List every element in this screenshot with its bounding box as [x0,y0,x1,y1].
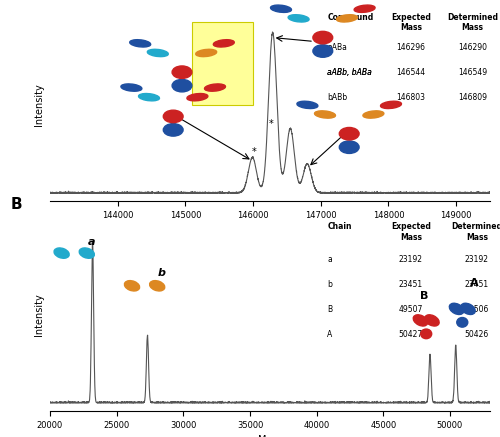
Ellipse shape [214,40,234,47]
Y-axis label: Intensity: Intensity [34,83,44,126]
Text: 23451: 23451 [464,280,489,289]
Ellipse shape [380,101,402,108]
Text: 146549: 146549 [458,68,487,77]
Text: 50427: 50427 [398,330,423,339]
Y-axis label: Intensity: Intensity [34,293,44,336]
Ellipse shape [79,248,94,258]
Ellipse shape [164,110,183,123]
Text: B: B [327,305,332,314]
Ellipse shape [314,111,336,118]
Ellipse shape [150,281,165,291]
Text: a: a [88,237,95,247]
Ellipse shape [354,5,375,12]
Text: 23192: 23192 [465,255,489,264]
Text: 146803: 146803 [396,94,426,102]
X-axis label: Mass: Mass [258,435,282,437]
Text: 146290: 146290 [458,43,487,52]
Text: A: A [470,278,479,288]
Text: aABb, bABa: aABb, bABa [327,68,372,77]
Ellipse shape [196,49,216,57]
Text: *: * [252,147,256,157]
Ellipse shape [148,49,169,57]
Text: Compound: Compound [327,13,374,21]
Text: 50426: 50426 [464,330,489,339]
Ellipse shape [457,318,468,327]
Ellipse shape [164,124,183,136]
Ellipse shape [313,45,332,57]
Ellipse shape [288,15,309,22]
X-axis label: Mass: Mass [258,225,282,235]
Text: Expected
Mass: Expected Mass [391,13,430,32]
Ellipse shape [138,94,160,101]
Text: bABb: bABb [327,94,347,102]
Ellipse shape [204,84,226,91]
Text: Determined
Mass: Determined Mass [447,13,498,32]
Ellipse shape [187,94,208,101]
Text: 23451: 23451 [398,280,423,289]
Text: A: A [327,330,332,339]
Text: b: b [158,268,166,278]
Text: B: B [420,291,428,301]
Text: Determined
Mass: Determined Mass [452,222,500,242]
Ellipse shape [54,248,69,258]
Text: b: b [327,280,332,289]
Ellipse shape [336,15,357,22]
Ellipse shape [270,5,291,12]
Text: Expected
Mass: Expected Mass [391,222,430,242]
Text: A: A [10,0,22,2]
Ellipse shape [340,141,359,153]
Ellipse shape [124,281,140,291]
Text: Chain: Chain [327,222,351,231]
Text: B: B [10,197,22,212]
Ellipse shape [172,66,192,79]
Ellipse shape [413,315,428,326]
Ellipse shape [340,128,359,140]
Ellipse shape [297,101,318,108]
Ellipse shape [424,315,439,326]
Ellipse shape [130,40,150,47]
Text: 49506: 49506 [464,305,489,314]
Ellipse shape [172,80,192,92]
Ellipse shape [461,303,475,315]
Text: 146296: 146296 [396,43,426,52]
Text: a: a [327,255,332,264]
Ellipse shape [363,111,384,118]
Text: 146544: 146544 [396,68,426,77]
Text: 23192: 23192 [399,255,423,264]
Text: 49507: 49507 [398,305,423,314]
Ellipse shape [450,303,464,315]
Text: aABa: aABa [327,43,347,52]
Text: *: * [269,118,274,128]
Ellipse shape [420,329,432,339]
Ellipse shape [313,31,332,44]
Ellipse shape [121,84,142,91]
FancyBboxPatch shape [192,21,253,105]
Text: aABb, bABa: aABb, bABa [327,68,372,77]
Text: 146809: 146809 [458,94,487,102]
